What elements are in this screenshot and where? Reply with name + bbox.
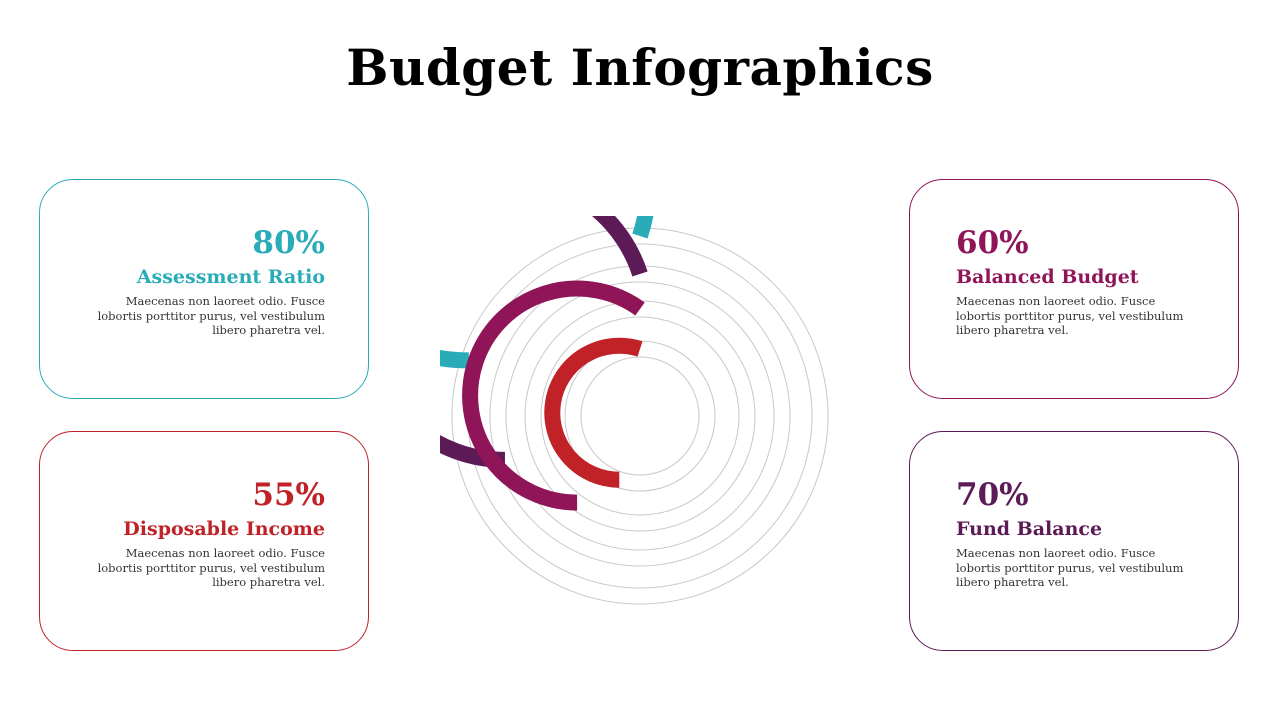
card-assessment-ratio: 80% Assessment Ratio Maecenas non laoree…: [39, 179, 369, 399]
balanced-budget-label: Balanced Budget: [956, 266, 1139, 289]
page-title: Budget Infographics: [346, 38, 934, 97]
balanced-budget-percent: 60%: [956, 225, 1029, 261]
assessment-ratio-label: Assessment Ratio: [136, 266, 325, 289]
disposable-income-track-inner: [580, 356, 700, 476]
fund-balance-description: Maecenas non laoreet odio. Fusce loborti…: [956, 546, 1184, 590]
disposable-income-arc: [544, 337, 643, 488]
balanced-budget-track-inner: [540, 316, 740, 516]
assessment-ratio-track-outer: [451, 227, 829, 605]
card-disposable-income: 55% Disposable Income Maecenas non laore…: [39, 431, 369, 651]
fund-balance-track-inner: [505, 281, 775, 551]
balanced-budget-description: Maecenas non laoreet odio. Fusce loborti…: [956, 294, 1184, 338]
card-balanced-budget: 60% Balanced Budget Maecenas non laoreet…: [909, 179, 1239, 399]
card-fund-balance: 70% Fund Balance Maecenas non laoreet od…: [909, 431, 1239, 651]
fund-balance-label: Fund Balance: [956, 518, 1103, 541]
disposable-income-percent: 55%: [252, 477, 325, 513]
balanced-budget-arc: [462, 280, 645, 511]
fund-balance-percent: 70%: [956, 477, 1029, 513]
disposable-income-description: Maecenas non laoreet odio. Fusce loborti…: [97, 546, 325, 590]
fund-balance-track-outer: [489, 265, 791, 567]
radial-progress-chart: [440, 216, 829, 605]
assessment-ratio-description: Maecenas non laoreet odio. Fusce loborti…: [97, 294, 325, 338]
disposable-income-label: Disposable Income: [123, 518, 325, 541]
assessment-ratio-percent: 80%: [252, 225, 325, 261]
assessment-ratio-track-inner: [467, 243, 813, 589]
